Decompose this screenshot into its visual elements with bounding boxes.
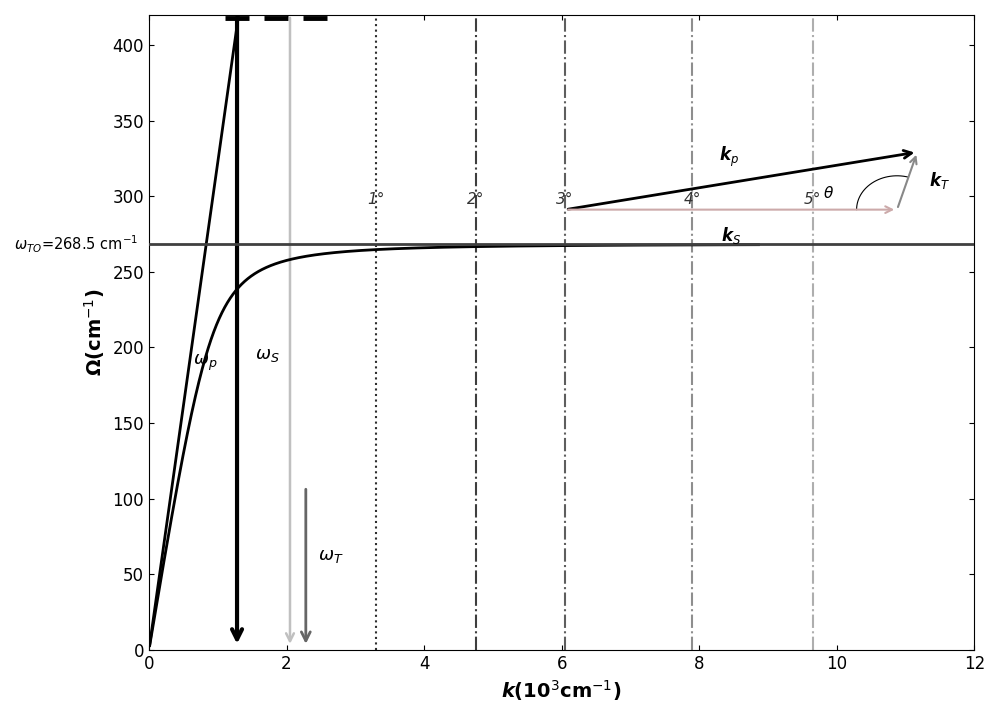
Text: 4°: 4° (684, 192, 701, 207)
Text: 1°: 1° (367, 192, 385, 207)
X-axis label: $\boldsymbol{k}$(10$^3$cm$^{-1}$): $\boldsymbol{k}$(10$^3$cm$^{-1}$) (501, 678, 622, 703)
Text: $\omega_T$: $\omega_T$ (318, 547, 343, 565)
Text: $\omega_p$: $\omega_p$ (193, 353, 218, 373)
Y-axis label: $\boldsymbol{\Omega}$(cm$^{-1}$): $\boldsymbol{\Omega}$(cm$^{-1}$) (82, 289, 107, 376)
Text: $\omega_{TO}$=268.5 cm$^{-1}$: $\omega_{TO}$=268.5 cm$^{-1}$ (14, 233, 139, 255)
Text: 2°: 2° (467, 192, 484, 207)
Text: $\omega_S$: $\omega_S$ (255, 346, 280, 364)
Text: 3°: 3° (556, 192, 574, 207)
Text: 5°: 5° (804, 192, 821, 207)
